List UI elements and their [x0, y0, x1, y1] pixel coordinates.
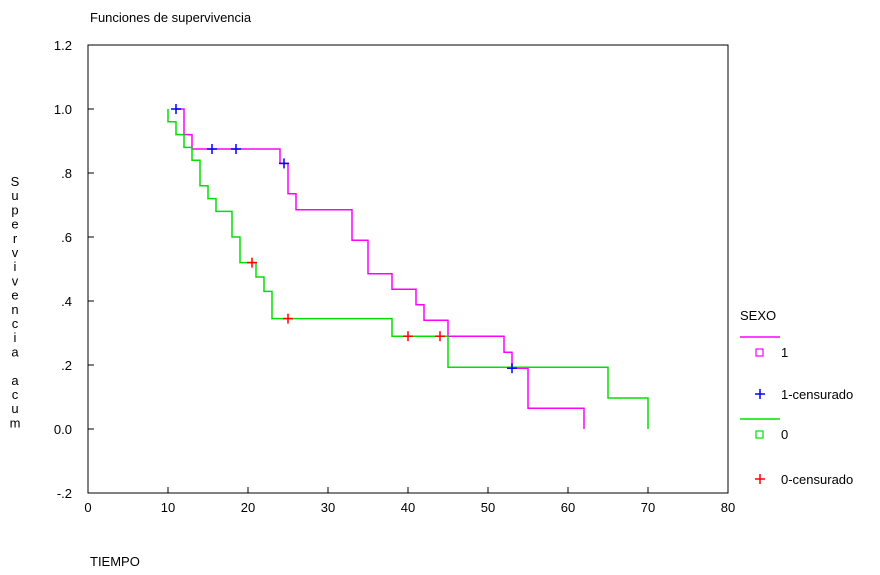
y-tick-label: 1.2 — [54, 38, 72, 53]
chart-title: Funciones de supervivencia — [90, 10, 252, 25]
x-axis-label: TIEMPO — [90, 554, 140, 569]
legend-label: 0 — [781, 427, 788, 442]
legend-label: 0-censurado — [781, 472, 853, 487]
x-tick-label: 10 — [161, 500, 175, 515]
legend-item: 1-censurado — [755, 387, 853, 402]
censor-mark — [283, 313, 293, 324]
legend-label: 1 — [781, 345, 788, 360]
y-axis-label-char: m — [10, 415, 21, 430]
y-tick-label: 0.0 — [54, 422, 72, 437]
x-tick-label: 50 — [481, 500, 495, 515]
legend-label: 1-censurado — [781, 387, 853, 402]
censor-mark — [755, 474, 765, 484]
censor-mark — [171, 104, 181, 114]
legend-item: 0 — [740, 418, 788, 442]
censor-mark — [247, 257, 257, 268]
axes: -.2 0.0 .2 .4 .6 .8 1.0 1.2 0 10 20 30 40 50 60 70 80 — [54, 38, 735, 515]
y-axis-label-char: u — [11, 188, 18, 203]
series-line-1 — [176, 108, 585, 429]
y-axis-label-char: a — [11, 344, 19, 359]
y-tick-label: .6 — [61, 230, 72, 245]
censor-mark — [231, 144, 241, 154]
series-layer — [167, 104, 649, 429]
x-tick-label: 30 — [321, 500, 335, 515]
legend-item: 1 — [740, 336, 788, 360]
y-axis-label-char: i — [14, 330, 17, 345]
y-axis-label-char: p — [11, 202, 18, 217]
y-axis-label-char: e — [11, 288, 18, 303]
y-axis-label-char: u — [11, 401, 18, 416]
censor-mark — [435, 331, 445, 342]
x-tick-label: 60 — [561, 500, 575, 515]
y-tick-label: .8 — [61, 166, 72, 181]
y-axis-label-char: i — [14, 259, 17, 274]
y-tick-label: -.2 — [57, 486, 72, 501]
series-line-0 — [167, 109, 649, 429]
legend-item: 0-censurado — [755, 472, 853, 487]
y-axis-label-char: S — [11, 174, 20, 189]
legend-square — [755, 430, 764, 439]
x-tick-label: 0 — [84, 500, 91, 515]
censor-mark — [279, 158, 289, 169]
y-axis-label-char: n — [11, 302, 18, 317]
y-axis-label-char: e — [11, 217, 18, 232]
censor-mark — [207, 144, 217, 154]
censor-mark — [403, 331, 413, 342]
y-axis-label-char: v — [12, 245, 19, 260]
legend-title: SEXO — [740, 308, 776, 323]
y-tick-label: 1.0 — [54, 102, 72, 117]
y-tick-label: .4 — [61, 294, 72, 309]
y-axis-label-char: c — [12, 316, 19, 331]
y-axis-label-char: v — [12, 273, 19, 288]
censor-mark — [507, 363, 517, 374]
censor-mark — [755, 389, 765, 399]
x-tick-label: 80 — [721, 500, 735, 515]
x-tick-label: 40 — [401, 500, 415, 515]
legend-items: 1 1-censurado 0 0-censurado — [740, 336, 853, 487]
x-tick-label: 70 — [641, 500, 655, 515]
x-tick-label: 20 — [241, 500, 255, 515]
legend: SEXO 1 1-censurado 0 0-censurado — [740, 308, 853, 487]
y-tick-label: .2 — [61, 358, 72, 373]
legend-square — [755, 348, 764, 357]
y-axis-label-char: r — [13, 231, 18, 246]
y-axis-label-char: a — [11, 373, 19, 388]
y-axis-label-char: c — [12, 387, 19, 402]
